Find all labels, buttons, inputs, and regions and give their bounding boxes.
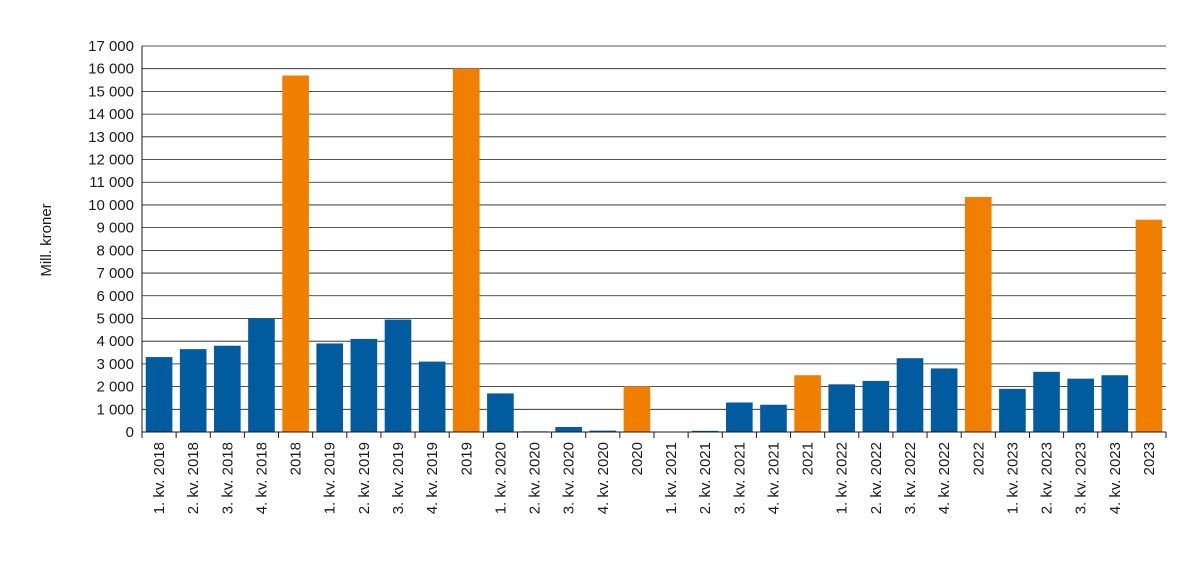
x-tick-label: 1. kv. 2021 — [663, 442, 680, 514]
bar-quarter — [384, 319, 412, 432]
x-tick-label: 2. kv. 2020 — [527, 442, 544, 514]
y-tick-label: 16 000 — [88, 61, 134, 78]
y-axis-label: Mill. kroner — [38, 203, 55, 276]
bar-quarter — [179, 349, 207, 432]
bar-year — [282, 75, 309, 433]
y-tick-label: 10 000 — [88, 197, 134, 214]
x-tick-label: 1. kv. 2022 — [834, 442, 851, 514]
y-tick-label: 0 — [126, 424, 134, 441]
x-tick-label: 3. kv. 2022 — [902, 442, 919, 514]
x-tick-label: 4. kv. 2019 — [424, 442, 441, 514]
x-tick-label: 2022 — [970, 442, 987, 475]
bar-quarter — [350, 338, 378, 432]
y-tick-label: 15 000 — [88, 83, 134, 100]
x-tick-label: 3. kv. 2018 — [219, 442, 236, 514]
bar-year — [794, 375, 821, 432]
y-tick-label: 3 000 — [96, 356, 134, 373]
y-tick-label: 14 000 — [88, 106, 134, 123]
bar-year — [623, 386, 651, 432]
x-tick-label: 1. kv. 2019 — [322, 442, 339, 514]
x-tick-label: 2023 — [1141, 442, 1158, 475]
bar-quarter — [828, 384, 856, 432]
bar-year — [1135, 219, 1163, 432]
bar-quarter — [999, 388, 1026, 432]
x-tick-label: 3. kv. 2023 — [1073, 442, 1090, 514]
x-tick-label: 4. kv. 2023 — [1107, 442, 1124, 514]
x-tick-label: 2019 — [458, 442, 475, 475]
bar-quarter — [760, 404, 787, 432]
bar-quarter — [726, 402, 753, 432]
y-tick-label: 1 000 — [96, 401, 134, 418]
x-tick-label: 2. kv. 2021 — [697, 442, 714, 514]
x-tick-label: 2021 — [800, 442, 817, 475]
gridlines — [142, 45, 1166, 433]
y-tick-label: 2 000 — [96, 379, 134, 396]
bar-quarter — [1033, 371, 1060, 432]
x-tick-label: 1. kv. 2020 — [492, 442, 509, 514]
x-tick-label: 2020 — [629, 442, 646, 475]
x-tick-label: 4. kv. 2020 — [595, 442, 612, 514]
bar-quarter — [487, 393, 514, 432]
x-tick-label: 1. kv. 2023 — [1004, 442, 1021, 514]
bar-quarter — [691, 430, 719, 432]
bar-quarter — [1067, 378, 1094, 432]
x-tick-label: 3. kv. 2020 — [561, 442, 578, 514]
bar-quarter — [589, 430, 617, 432]
axes — [141, 46, 1167, 438]
bar-quarter — [930, 368, 958, 432]
y-tick-label: 17 000 — [88, 38, 134, 55]
y-tick-label: 4 000 — [96, 333, 134, 350]
y-tick-label: 11 000 — [89, 174, 134, 191]
bar-quarter — [248, 318, 275, 432]
bar-quarter — [316, 343, 344, 432]
x-tick-label: 4. kv. 2022 — [936, 442, 953, 514]
bar-quarter — [555, 427, 582, 432]
y-tick-label: 7 000 — [96, 265, 134, 282]
x-tick-label: 2. kv. 2023 — [1039, 442, 1056, 514]
bar-quarter — [145, 357, 173, 432]
bar-quarter — [896, 358, 924, 432]
x-tick-label: 2. kv. 2022 — [868, 442, 885, 514]
y-tick-label: 5 000 — [96, 310, 134, 327]
y-tick-label: 9 000 — [96, 220, 134, 237]
y-tick-label: 8 000 — [96, 242, 134, 259]
y-tick-label: 6 000 — [96, 288, 134, 305]
x-tick-label: 4. kv. 2018 — [253, 442, 270, 514]
bar-quarter — [418, 361, 446, 432]
x-tick-label: 2. kv. 2018 — [185, 442, 202, 514]
bar-year — [452, 68, 480, 433]
y-tick-label: 12 000 — [88, 152, 134, 169]
x-tick-label: 1. kv. 2018 — [151, 442, 168, 514]
bar-quarter — [862, 380, 890, 432]
x-tick-label: 4. kv. 2021 — [765, 442, 782, 514]
x-tick-labels: 1. kv. 2018 2. kv. 2018 3. kv. 2018 4. kv. … — [151, 442, 1158, 514]
bars — [145, 68, 1163, 433]
y-tick-label: 13 000 — [88, 129, 134, 146]
x-tick-label: 3. kv. 2021 — [731, 442, 748, 514]
bar-quarter — [1101, 375, 1129, 432]
y-tick-labels: 0 1 000 2 000 3 000 4 000 5 000 6 000 7 000 8 00… — [88, 38, 134, 441]
x-tick-label: 3. kv. 2019 — [390, 442, 407, 514]
bar-quarter — [214, 345, 241, 432]
x-tick-label: 2. kv. 2019 — [356, 442, 373, 514]
bar-year — [964, 196, 992, 432]
x-tick-label: 2018 — [288, 442, 305, 475]
